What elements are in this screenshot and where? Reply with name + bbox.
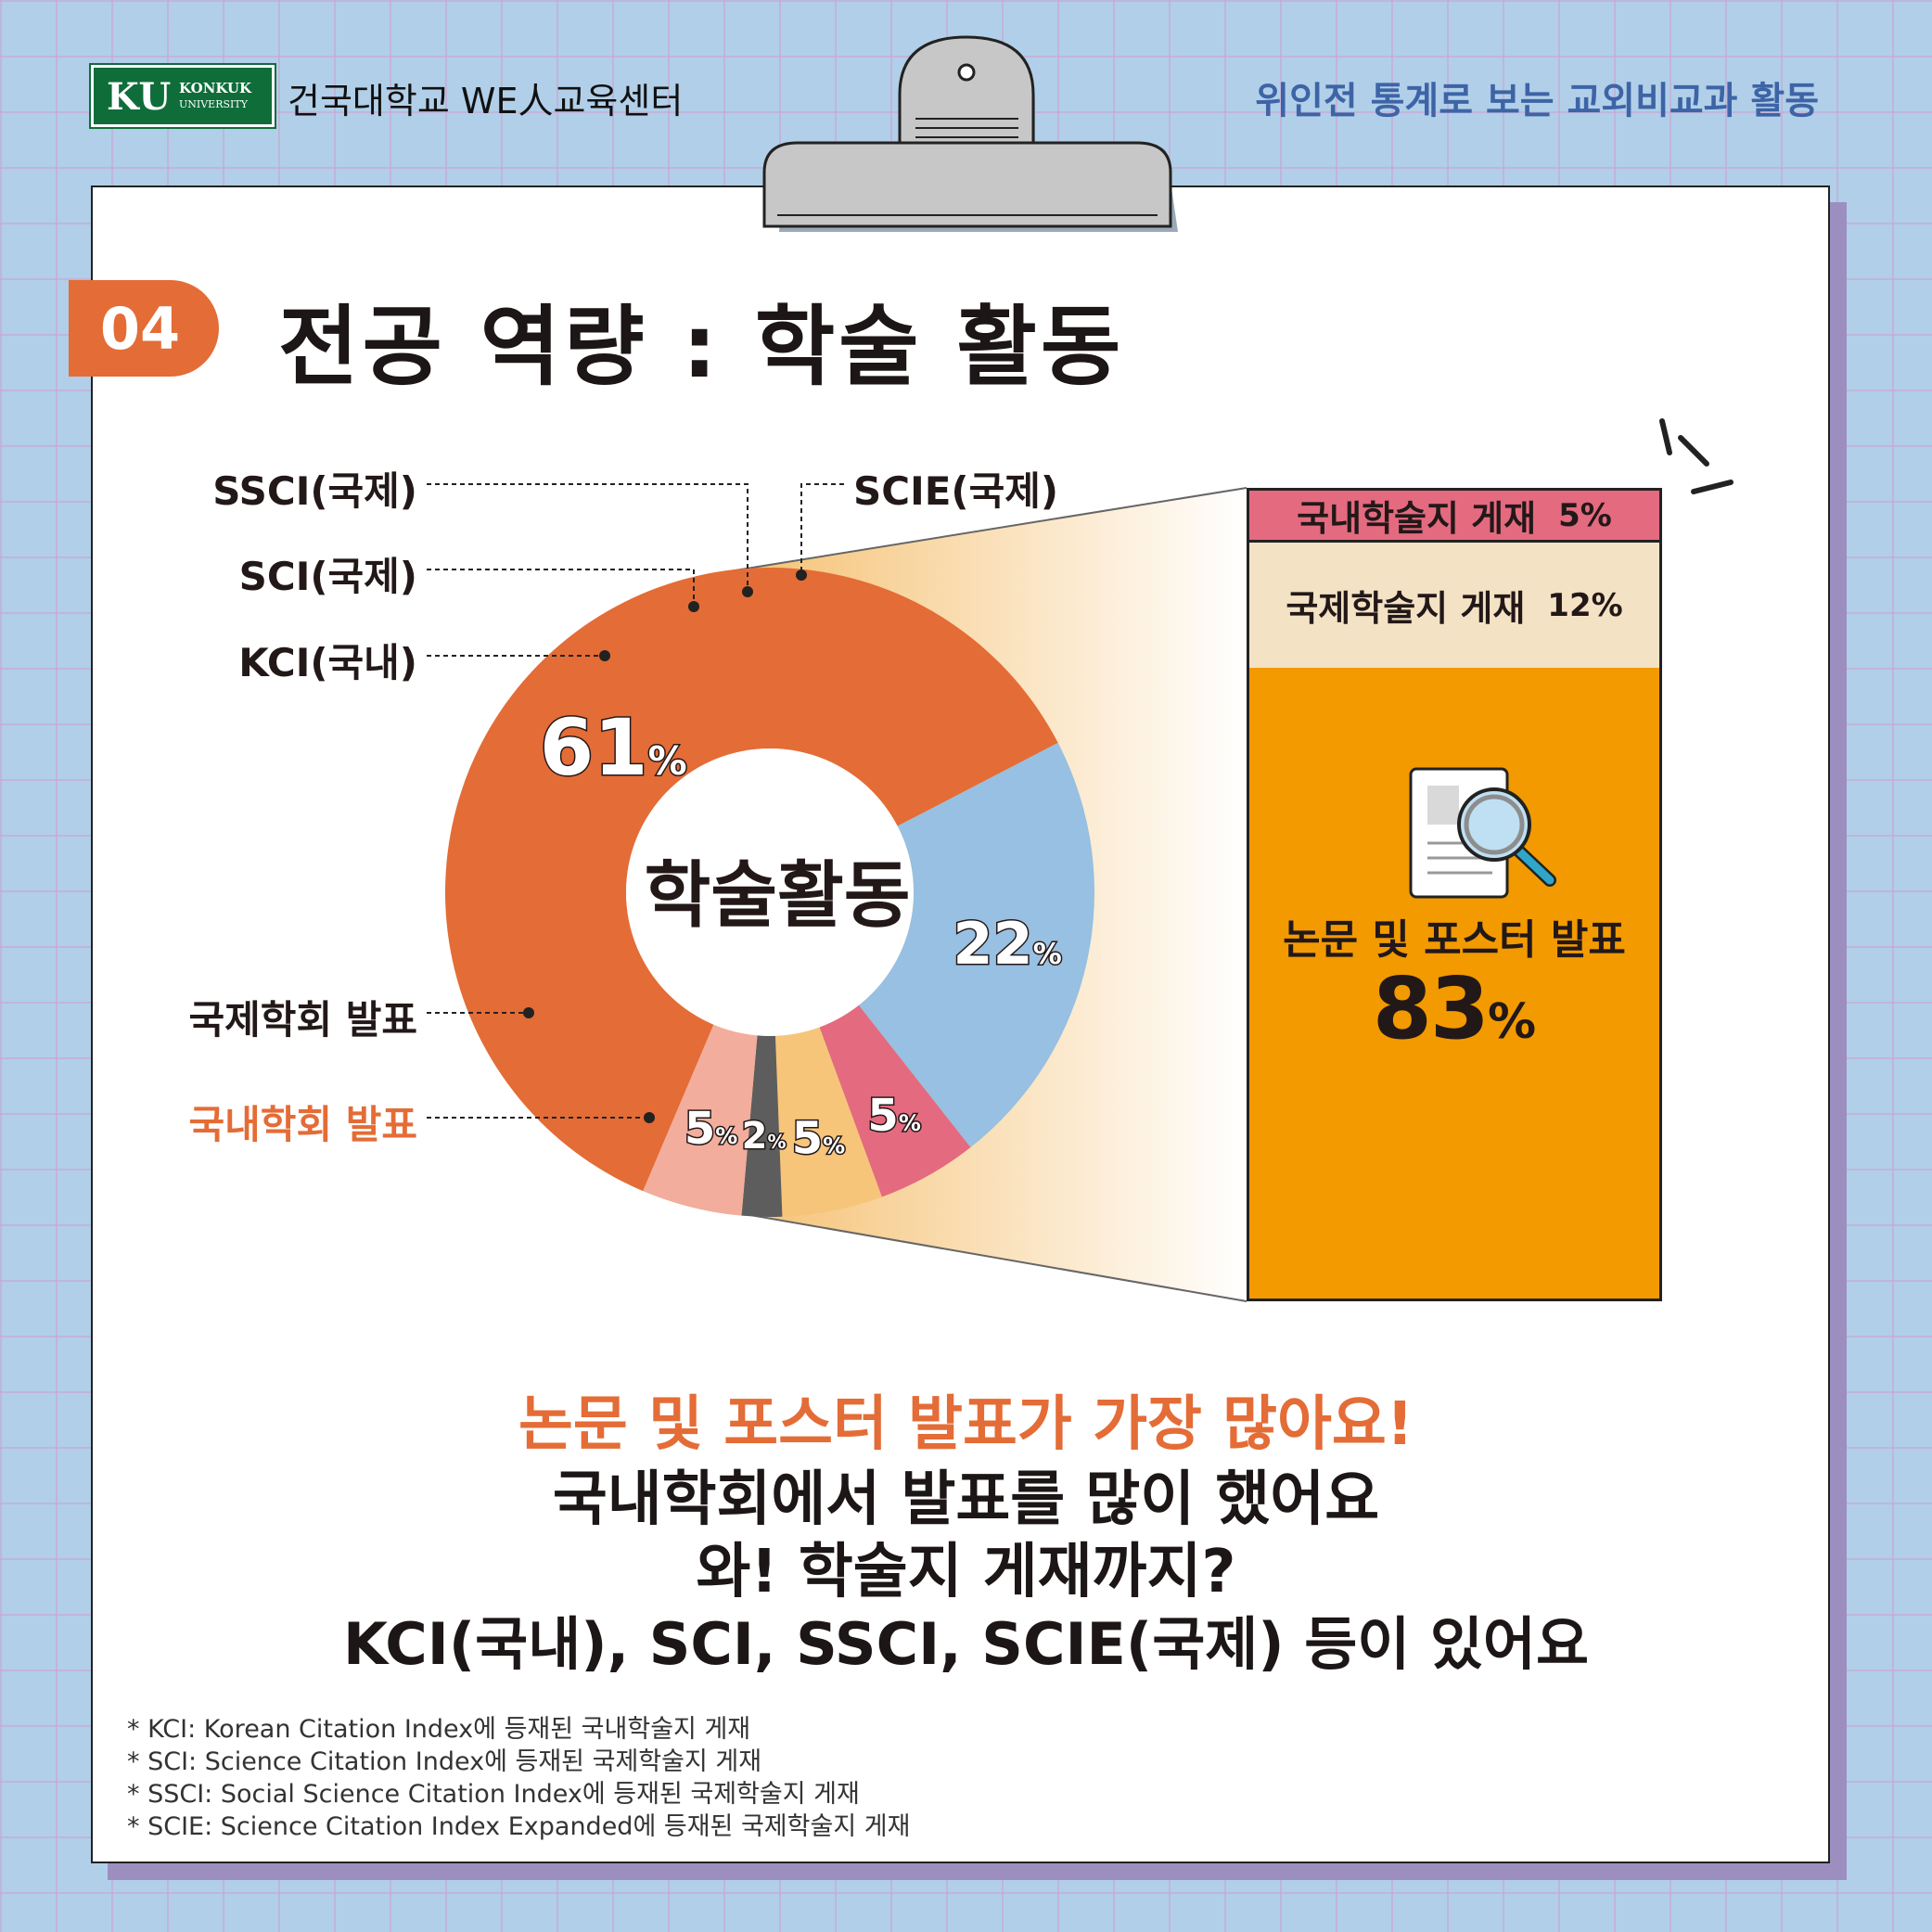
footnotes: * KCI: Korean Citation Index에 등재된 국내학술지 … bbox=[127, 1713, 910, 1843]
konkuk-logo: KU KONKUK UNIVERSITY bbox=[89, 63, 276, 129]
donut-slice bbox=[444, 568, 1058, 1192]
label-intl-conf: 국제학회 발표 bbox=[188, 997, 417, 1043]
donut-hole bbox=[626, 748, 914, 1036]
slice-value-label: 22% bbox=[953, 910, 1061, 978]
leader-dot-intl-conf bbox=[523, 1007, 534, 1018]
slice-value-label: 5% bbox=[867, 1090, 920, 1142]
leader-dot-scie bbox=[796, 569, 807, 581]
footnote-kci: * KCI: Korean Citation Index에 등재된 국내학술지 … bbox=[127, 1715, 751, 1744]
presentation-number: 83 bbox=[1372, 959, 1490, 1058]
slice-value-label: 2% bbox=[742, 1115, 787, 1158]
center-label: 학술활동 bbox=[644, 854, 910, 938]
logo-university-text: UNIVERSITY bbox=[179, 98, 248, 110]
intl-journal-pct: 12% bbox=[1547, 586, 1623, 624]
message-line-3: 와! 학술지 게재까지? bbox=[696, 1538, 1236, 1606]
label-sci: SCI(국제) bbox=[238, 554, 417, 599]
headline-message: 논문 및 포스터 발표가 가장 많아요! bbox=[518, 1390, 1414, 1459]
donut-chart: 학술활동 61%22%5%5%2%5% bbox=[427, 418, 1734, 1302]
logo-ku-text: KU bbox=[107, 75, 173, 119]
leader-scie bbox=[800, 483, 844, 575]
footnote-ssci: * SSCI: Social Science Citation Index에 등… bbox=[127, 1780, 860, 1809]
fan-top-edge bbox=[723, 487, 1247, 573]
document-search-icon bbox=[1409, 767, 1556, 899]
leader-dot-sci bbox=[688, 601, 699, 612]
leader-dot-dom-conf bbox=[644, 1112, 655, 1123]
label-scie: SCIE(국제) bbox=[853, 468, 1059, 514]
section-number-badge: 04 bbox=[69, 280, 219, 377]
intl-journal-label: 국제학술지 게재 bbox=[1286, 588, 1526, 629]
label-kci: KCI(국내) bbox=[238, 640, 417, 685]
breakdown-domestic-journal: 국내학술지 게재 5% bbox=[1249, 491, 1659, 543]
presentation-label: 논문 및 포스터 발표 bbox=[1283, 916, 1626, 964]
leader-dot-ssci bbox=[742, 586, 753, 597]
leader-sci bbox=[427, 569, 695, 607]
message-line-4: KCI(국내), SCI, SSCI, SCIE(국제) 등이 있어요 bbox=[342, 1610, 1589, 1678]
series-title: 위인전 통계로 보는 교외비교과 활동 bbox=[1255, 80, 1819, 122]
donut-slice bbox=[643, 1024, 758, 1216]
footnote-sci: * SCI: Science Citation Index에 등재된 국제학술지… bbox=[127, 1747, 762, 1776]
slice-value-label: 5% bbox=[685, 1103, 737, 1155]
leader-dot-kci bbox=[599, 650, 610, 661]
domestic-journal-label: 국내학술지 게재 bbox=[1297, 498, 1537, 539]
footnote-scie: * SCIE: Science Citation Index Expanded에… bbox=[127, 1812, 911, 1841]
center-name: 건국대학교 WE人교육센터 bbox=[288, 81, 684, 122]
slice-value-label: 61% bbox=[540, 702, 687, 793]
presentation-pct-sign: % bbox=[1487, 994, 1537, 1050]
fan-bottom-edge bbox=[723, 1209, 1247, 1302]
message-line-2: 국내학회에서 발표를 많이 했어요 bbox=[552, 1465, 1380, 1534]
label-dom-conf: 국내학회 발표 bbox=[188, 1102, 417, 1147]
section-title: 전공 역량 : 학술 활동 bbox=[278, 297, 1125, 398]
donut-slice bbox=[774, 1027, 882, 1217]
slice-value-label: 5% bbox=[792, 1113, 845, 1165]
breakdown-intl-journal: 국제학술지 게재 12% bbox=[1249, 543, 1659, 668]
donut-slice bbox=[741, 1035, 783, 1217]
breakdown-box: 국내학술지 게재 5% 국제학술지 게재 12% 논문 및 포스터 발표 83% bbox=[1247, 488, 1662, 1301]
leader-ssci bbox=[427, 483, 748, 592]
domestic-journal-pct: 5% bbox=[1558, 496, 1612, 534]
logo-konkuk-text: KONKUK bbox=[179, 80, 252, 96]
donut-slice bbox=[819, 1004, 971, 1197]
label-ssci: SSCI(국제) bbox=[212, 468, 417, 514]
emphasis-marks bbox=[1659, 418, 1734, 494]
presentation-value: 83% bbox=[1249, 959, 1659, 1058]
donut-slice bbox=[858, 742, 1094, 1148]
